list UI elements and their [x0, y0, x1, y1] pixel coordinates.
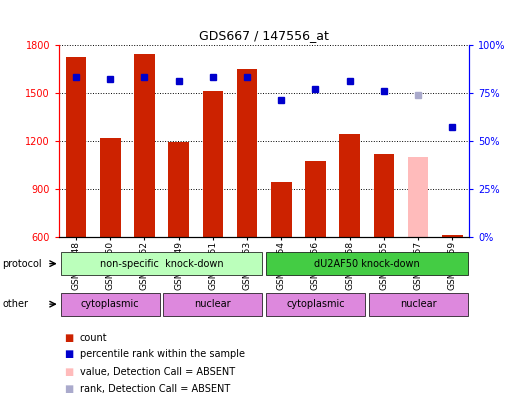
Bar [368, 292, 468, 316]
Text: ■: ■ [64, 350, 73, 359]
Bar [237, 68, 258, 237]
Bar [66, 58, 86, 237]
Bar [100, 138, 121, 237]
Text: ■: ■ [64, 333, 73, 343]
Text: rank, Detection Call = ABSENT: rank, Detection Call = ABSENT [80, 384, 230, 394]
Text: other: other [3, 299, 29, 309]
Bar [271, 182, 291, 237]
Bar [266, 252, 468, 275]
Text: nuclear: nuclear [194, 299, 231, 309]
Bar [203, 91, 223, 237]
Text: cytoplasmic: cytoplasmic [81, 299, 140, 309]
Bar [61, 252, 263, 275]
Text: cytoplasmic: cytoplasmic [286, 299, 345, 309]
Text: value, Detection Call = ABSENT: value, Detection Call = ABSENT [80, 367, 234, 377]
Bar [163, 292, 263, 316]
Bar [61, 292, 160, 316]
Bar [134, 54, 155, 237]
Text: percentile rank within the sample: percentile rank within the sample [80, 350, 245, 359]
Text: ■: ■ [64, 367, 73, 377]
Bar [373, 153, 394, 237]
Bar [266, 292, 365, 316]
Title: GDS667 / 147556_at: GDS667 / 147556_at [199, 29, 329, 42]
Text: dU2AF50 knock-down: dU2AF50 knock-down [314, 259, 420, 269]
Bar [340, 134, 360, 237]
Text: ■: ■ [64, 384, 73, 394]
Bar [442, 234, 463, 237]
Text: count: count [80, 333, 107, 343]
Bar [408, 157, 428, 237]
Text: non-specific  knock-down: non-specific knock-down [100, 259, 223, 269]
Text: nuclear: nuclear [400, 299, 437, 309]
Bar [168, 142, 189, 237]
Text: protocol: protocol [3, 259, 42, 269]
Bar [305, 161, 326, 237]
